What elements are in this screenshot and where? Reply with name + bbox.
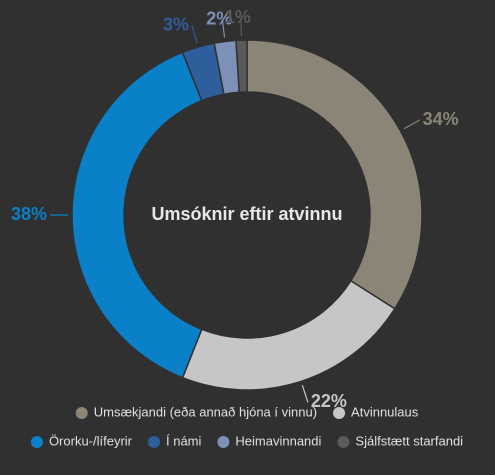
- leader-line: [191, 25, 198, 44]
- slice: [246, 39, 423, 310]
- value-label: 34%: [423, 109, 459, 129]
- legend-label: Sjálfstætt starfandi: [355, 433, 463, 448]
- legend-swatch: [75, 407, 88, 419]
- legend-swatch: [148, 436, 160, 448]
- legend-label: Í námi: [166, 433, 202, 448]
- value-label: 1%: [225, 7, 251, 27]
- legend-swatch: [217, 436, 230, 448]
- legend-label: Umsækjandi (eða annað hjóna í vinnu): [94, 404, 317, 419]
- value-label: 38%: [11, 204, 47, 224]
- legend-swatch: [337, 436, 350, 448]
- value-label: 3%: [163, 15, 189, 35]
- leader-line: [240, 18, 242, 37]
- legend-label: Heimavinnandi: [235, 433, 321, 448]
- legend-label: Atvinnulaus: [351, 404, 419, 419]
- slice: [235, 39, 248, 94]
- leader-line: [301, 385, 309, 403]
- value-label: 22%: [311, 391, 347, 411]
- leader-line: [221, 19, 226, 38]
- legend-swatch: [333, 407, 346, 419]
- legend-label: Örorku-/lífeyrir: [49, 433, 133, 448]
- chart-title: Umsóknir eftir atvinnu: [151, 204, 342, 224]
- leader-line: [403, 119, 420, 130]
- value-label: 2%: [206, 8, 232, 28]
- slice: [71, 51, 203, 379]
- legend-swatch: [30, 436, 43, 448]
